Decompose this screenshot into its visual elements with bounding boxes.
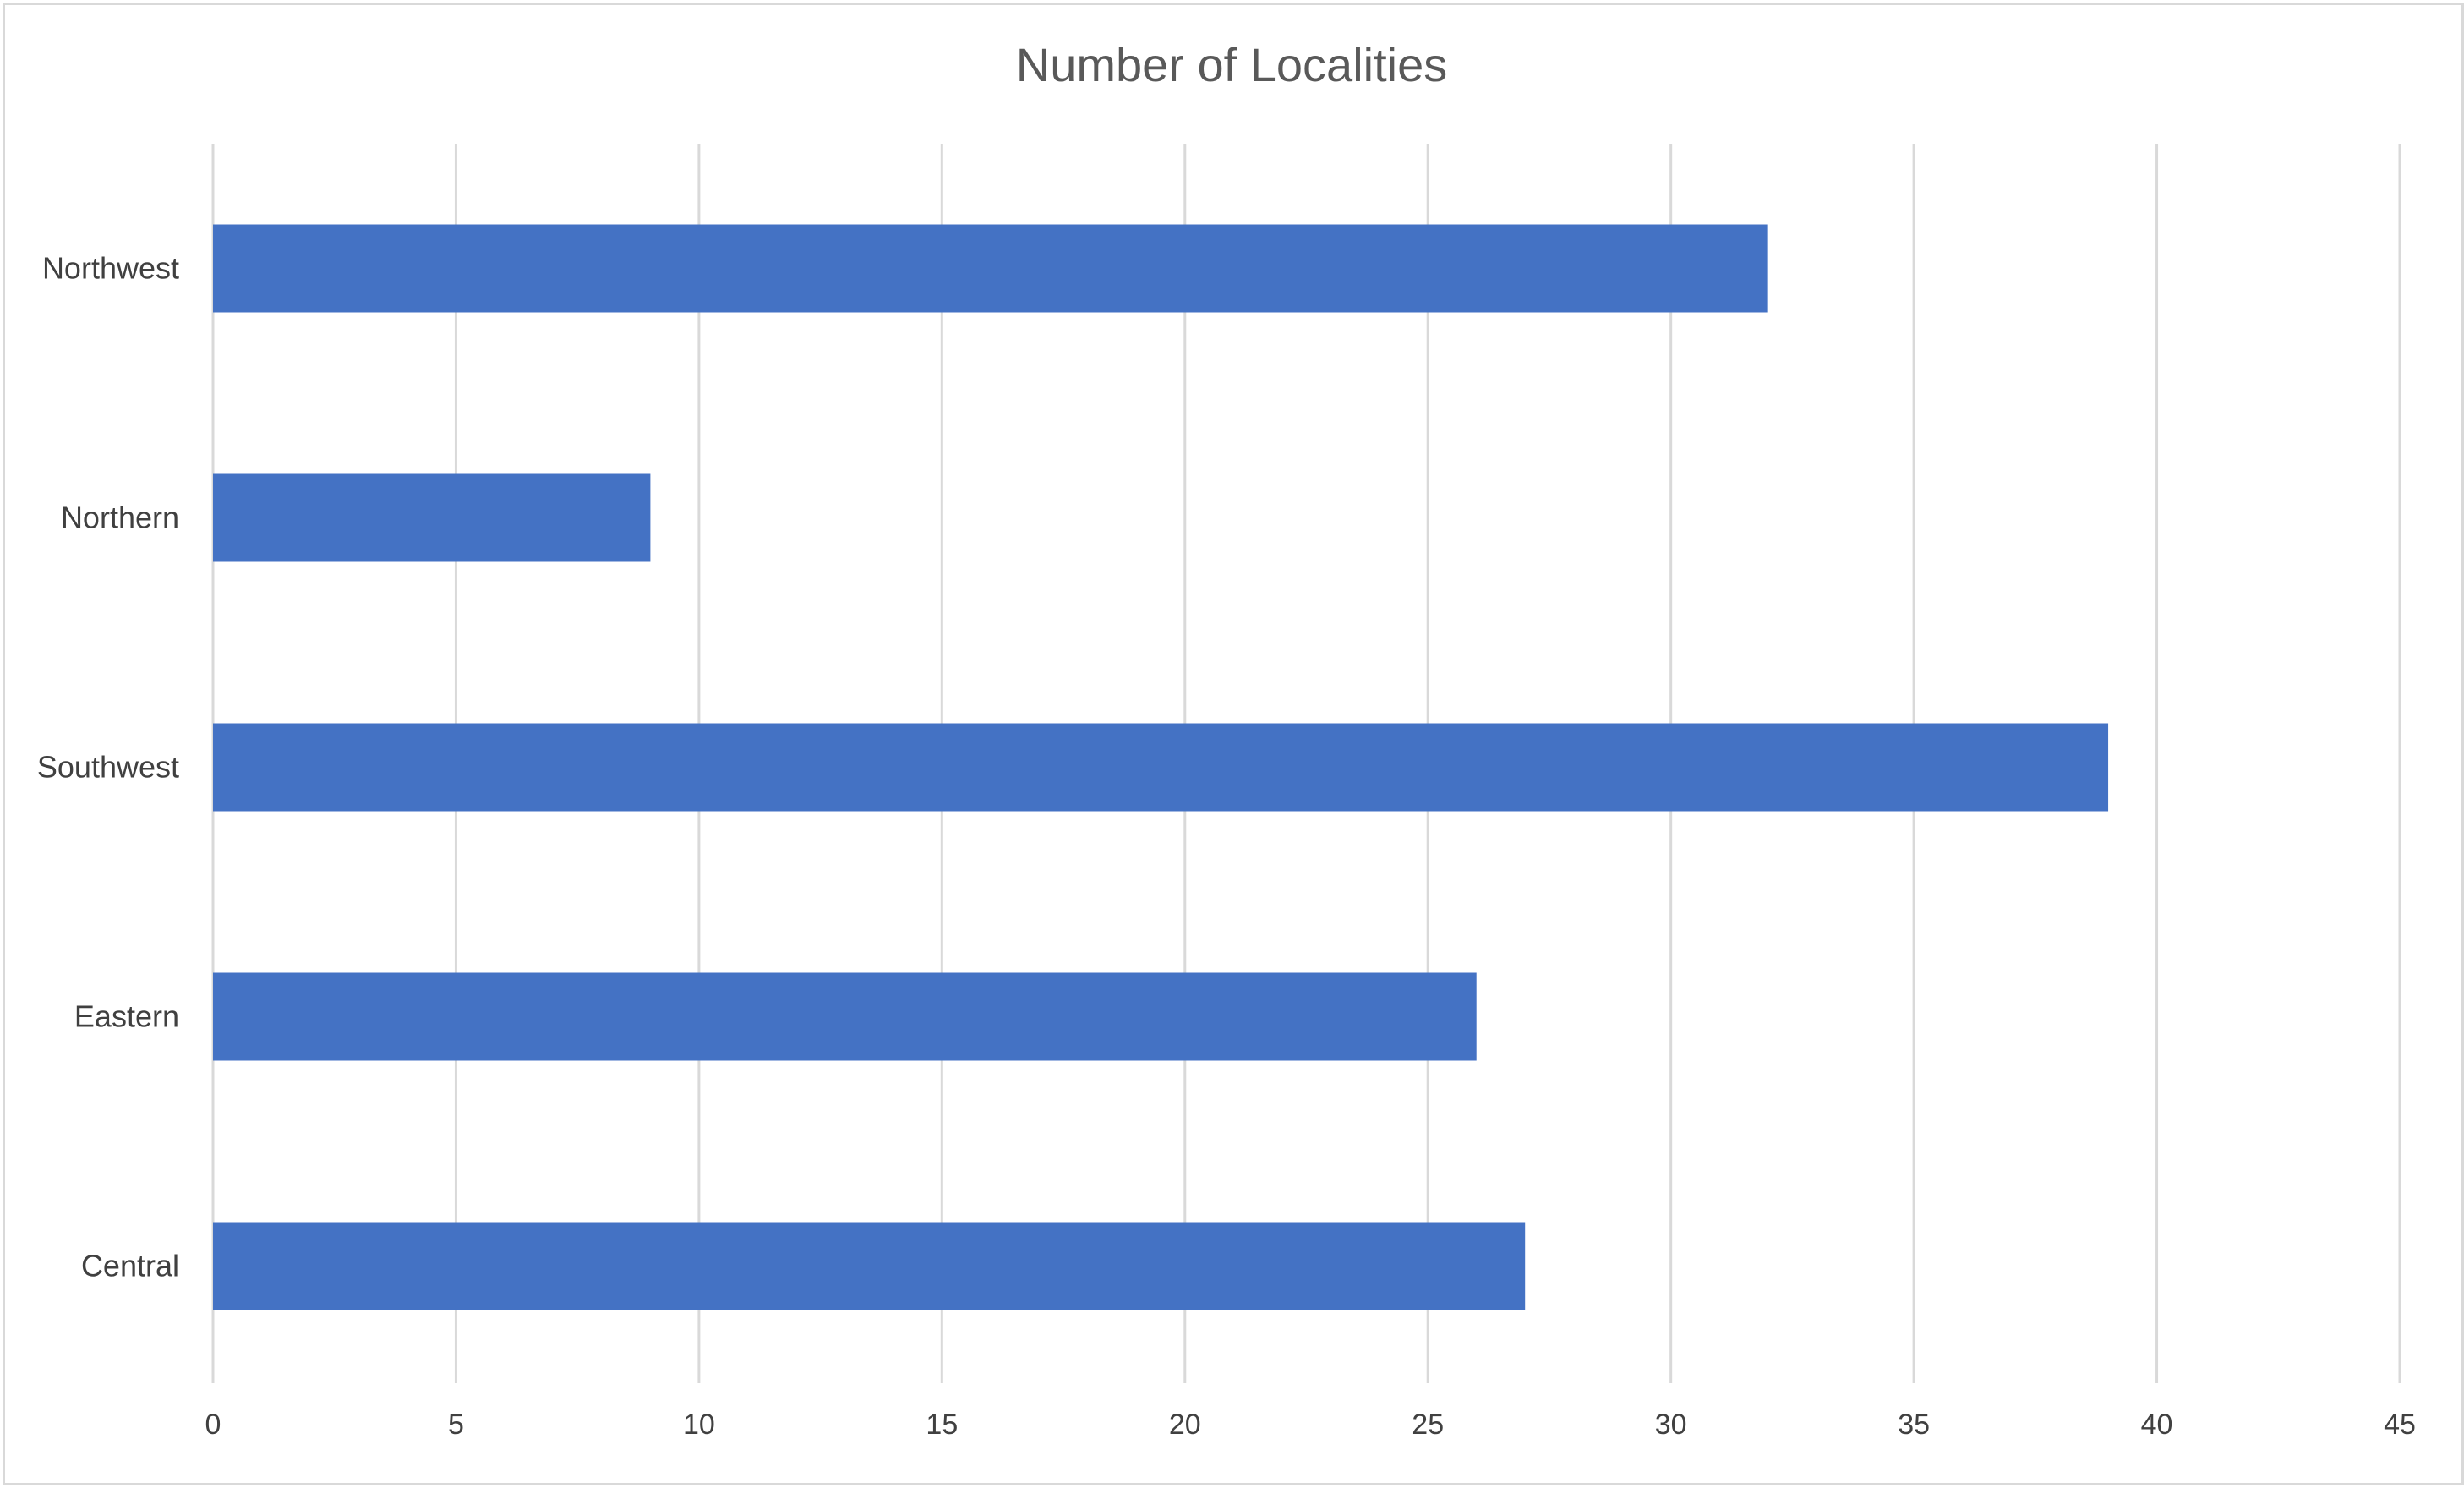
category-label-northern: Northern <box>61 501 179 535</box>
x-axis-tick-labels: 0 5 10 15 20 25 30 35 40 45 <box>205 1409 2416 1441</box>
x-tick-label: 10 <box>683 1409 715 1441</box>
category-label-southwest: Southwest <box>37 750 179 785</box>
x-tick-label: 20 <box>1169 1409 1201 1441</box>
chart-title: Number of Localities <box>1016 38 1447 91</box>
category-label-northwest: Northwest <box>42 251 179 286</box>
category-label-central: Central <box>81 1249 179 1283</box>
y-axis-category-labels: Northwest Northern Southwest Eastern Central <box>37 251 179 1283</box>
x-tick-label: 40 <box>2141 1409 2173 1441</box>
category-label-eastern: Eastern <box>74 999 179 1034</box>
x-tick-label: 25 <box>1412 1409 1444 1441</box>
bar-northern <box>213 474 650 562</box>
bars <box>213 225 2108 1310</box>
x-tick-label: 30 <box>1655 1409 1687 1441</box>
x-tick-label: 5 <box>448 1409 464 1441</box>
bar-eastern <box>213 973 1477 1061</box>
x-tick-label: 45 <box>2384 1409 2416 1441</box>
x-tick-label: 35 <box>1898 1409 1930 1441</box>
bar-northwest <box>213 225 1768 313</box>
bar-central <box>213 1223 1525 1310</box>
x-tick-label: 0 <box>205 1409 221 1441</box>
bar-southwest <box>213 724 2108 812</box>
x-tick-label: 15 <box>926 1409 958 1441</box>
